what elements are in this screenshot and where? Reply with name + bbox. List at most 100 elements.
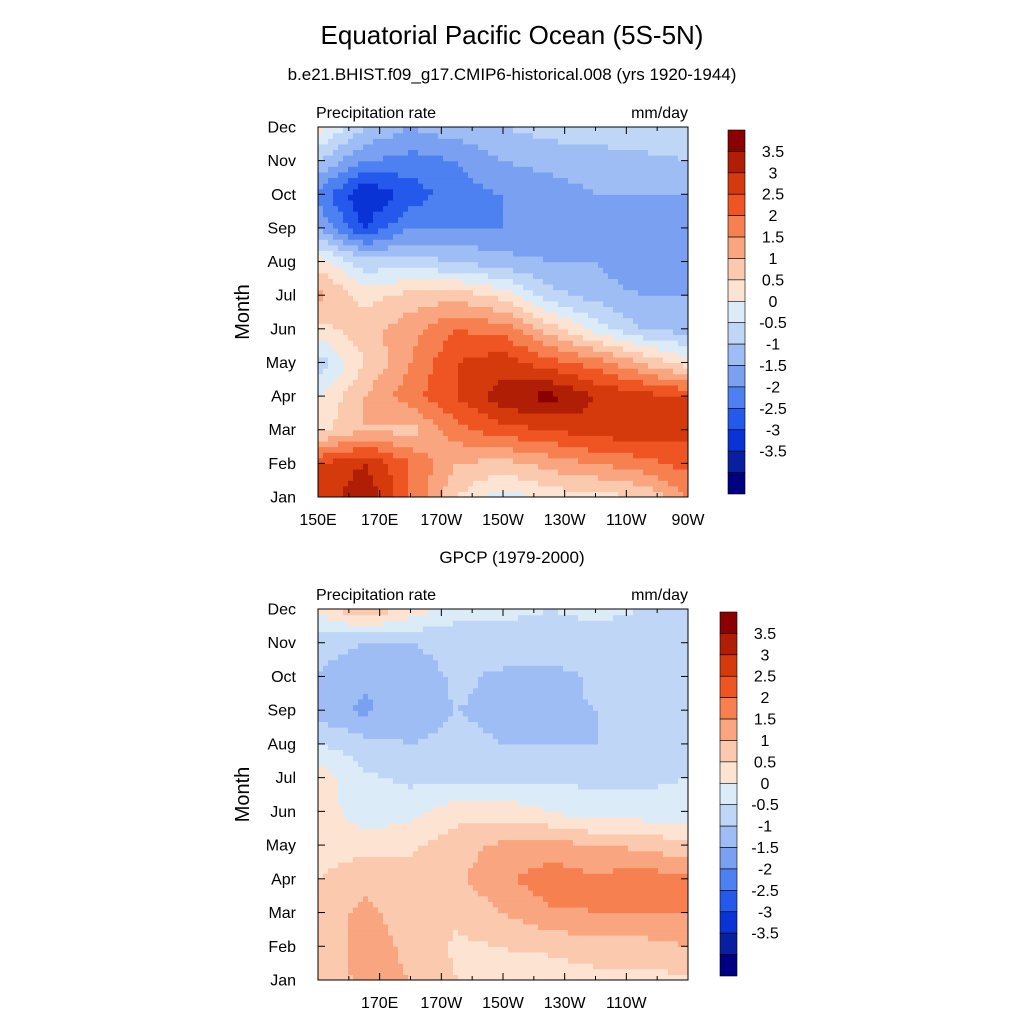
contour-cell: [658, 261, 664, 268]
contour-cell: [433, 317, 439, 324]
contour-cell: [603, 306, 609, 313]
contour-cell: [658, 435, 664, 442]
contour-cell: [533, 149, 539, 156]
contour-cell: [393, 261, 399, 268]
contour-cell: [643, 480, 649, 487]
contour-cell: [563, 289, 569, 296]
contour-cell: [608, 194, 614, 201]
contour-cell: [333, 272, 339, 279]
contour-cell: [393, 283, 399, 291]
contour-cell: [488, 312, 494, 319]
contour-cell: [458, 155, 464, 162]
contour-cell: [608, 317, 614, 324]
contour-cell: [518, 384, 524, 392]
contour-cell: [453, 244, 459, 251]
contour-cell: [493, 138, 499, 145]
contour-cell: [568, 345, 574, 352]
contour-cell: [423, 340, 429, 347]
contour-cell: [428, 166, 434, 173]
contour-cell: [608, 261, 614, 268]
contour-cell: [678, 250, 684, 257]
contour-cell: [513, 390, 519, 397]
contour-cell: [398, 278, 404, 285]
contour-cell: [413, 188, 419, 195]
contour-cell: [558, 283, 564, 291]
contour-cell: [378, 463, 384, 470]
contour-cell: [628, 155, 634, 162]
panel2-title: GPCP (1979-2000): [439, 548, 585, 567]
contour-cell: [368, 222, 374, 229]
contour-cell: [668, 323, 674, 330]
contour-cell: [483, 418, 489, 425]
contour-cell: [393, 429, 399, 436]
contour-cell: [638, 474, 644, 481]
contour-cell: [428, 452, 434, 459]
contour-cell: [458, 452, 464, 459]
contour-cell: [393, 379, 399, 386]
contour-cell: [653, 216, 659, 223]
contour-cell: [383, 155, 389, 162]
contour-cell: [358, 340, 364, 347]
contour-cell: [488, 227, 494, 235]
contour-cell: [523, 334, 529, 341]
contour-cell: [398, 390, 404, 397]
contour-cell: [323, 379, 329, 386]
contour-cell: [513, 435, 519, 442]
contour-cell: [638, 396, 644, 403]
contour-cell: [428, 480, 434, 487]
contour-cell: [338, 340, 344, 347]
contour-cell: [478, 188, 484, 195]
contour-cell: [508, 160, 514, 167]
contour-cell: [563, 407, 569, 414]
contour-cell: [638, 239, 644, 246]
contour-cell: [428, 255, 434, 263]
contour-cell: [448, 440, 454, 448]
contour-cell: [608, 239, 614, 246]
contour-cell: [368, 160, 374, 167]
contour-cell: [538, 211, 544, 218]
contour-cell: [428, 474, 434, 481]
contour-cell: [383, 188, 389, 195]
contour-cell: [673, 166, 679, 173]
contour-cell: [573, 306, 579, 313]
contour-cell: [413, 250, 419, 257]
contour-cell: [598, 368, 604, 375]
contour-cell: [668, 328, 674, 336]
contour-cell: [333, 379, 339, 386]
contour-cell: [458, 127, 464, 134]
contour-cell: [538, 351, 544, 358]
contour-cell: [543, 127, 549, 134]
contour-cell: [563, 446, 569, 453]
contour-cell: [483, 317, 489, 324]
contour-cell: [443, 457, 449, 464]
contour-cell: [353, 160, 359, 167]
contour-cell: [378, 261, 384, 268]
contour-cell: [523, 446, 529, 453]
contour-cell: [603, 132, 609, 139]
contour-cell: [398, 160, 404, 167]
contour-cell: [603, 368, 609, 375]
contour-cell: [473, 379, 479, 386]
contour-cell: [498, 166, 504, 173]
contour-cell: [493, 272, 499, 279]
contour-cell: [453, 356, 459, 364]
contour-cell: [508, 379, 514, 386]
contour-cell: [568, 446, 574, 453]
contour-cell: [578, 491, 584, 497]
contour-cell: [588, 384, 594, 392]
contour-cell: [353, 373, 359, 380]
contour-cell: [583, 272, 589, 279]
contour-cell: [578, 384, 584, 392]
contour-cell: [648, 491, 654, 497]
contour-cell: [553, 211, 559, 218]
contour-cell: [543, 457, 549, 464]
contour-cell: [553, 272, 559, 279]
contour-cell: [613, 362, 619, 369]
contour-cell: [508, 278, 514, 285]
contour-cell: [623, 401, 629, 408]
contour-cell: [428, 188, 434, 195]
contour-cell: [608, 373, 614, 380]
contour-cell: [378, 480, 384, 487]
contour-cell: [653, 480, 659, 487]
contour-cell: [578, 340, 584, 347]
